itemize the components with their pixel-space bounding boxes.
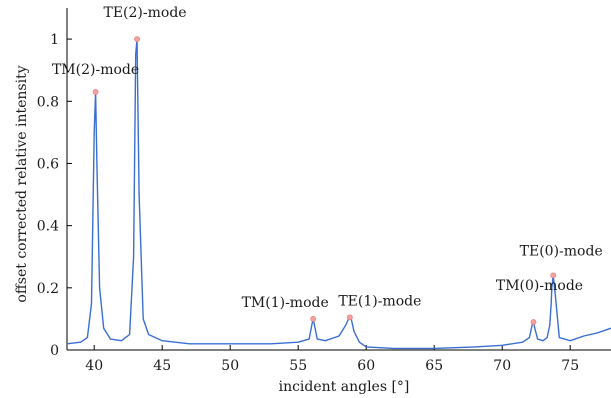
peak-label: TE(2)-mode: [104, 5, 187, 21]
y-tick-label: 0.6: [37, 156, 59, 172]
y-tick-label: 0: [50, 343, 59, 359]
x-tick-label: 45: [153, 358, 171, 374]
x-tick-label: 70: [493, 358, 511, 374]
x-tick-label: 75: [561, 358, 579, 374]
y-tick-label: 0.4: [37, 219, 59, 235]
peak-marker: [310, 316, 317, 322]
x-tick-label: 65: [425, 358, 443, 374]
y-tick-label: 0.2: [37, 281, 59, 297]
peak-marker: [346, 314, 353, 321]
peak-marker: [530, 319, 537, 325]
peak-marker: [134, 36, 140, 42]
peak-marker: [550, 272, 557, 279]
peak-label: TE(0)-mode: [520, 243, 603, 259]
peak-marker: [92, 89, 99, 95]
x-tick-label: 55: [289, 358, 307, 374]
x-axis-title: incident angles [°]: [279, 379, 410, 395]
y-axis-title: offset corrected relative intensity: [14, 65, 30, 302]
y-tick-label: 1: [50, 32, 59, 48]
intensity-series-line: [66, 38, 611, 350]
x-tick-label: 60: [357, 358, 375, 374]
x-tick-label: 40: [85, 358, 103, 374]
peak-label: TM(0)-mode: [496, 278, 583, 294]
peak-label: TM(1)-mode: [242, 295, 329, 311]
x-tick-label: 50: [221, 358, 239, 374]
peak-label: TM(2)-mode: [52, 62, 139, 78]
y-tick-label: 0.8: [37, 94, 59, 110]
peak-label: TE(1)-mode: [338, 293, 421, 309]
